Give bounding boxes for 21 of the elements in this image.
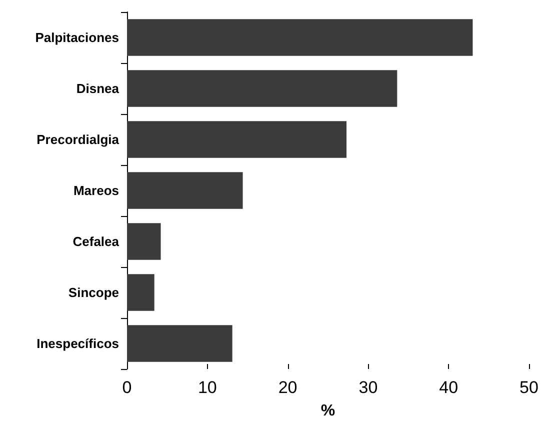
y-tick-label: Disnea <box>76 81 120 96</box>
y-tick-label: Sincope <box>68 285 119 300</box>
x-tick-label: 20 <box>278 378 298 397</box>
bar <box>127 121 346 158</box>
bar <box>127 274 154 311</box>
y-tick-label: Precordialgia <box>36 132 120 147</box>
bar <box>127 223 161 260</box>
y-tick-label: Mareos <box>73 183 119 198</box>
x-axis-title: % <box>320 402 336 420</box>
bar <box>127 172 243 209</box>
x-tick-label: 0 <box>122 378 132 397</box>
y-tick-label: Palpitaciones <box>35 30 119 45</box>
x-tick-label: 40 <box>439 378 458 397</box>
y-tick-label: Cefalea <box>72 234 120 249</box>
x-tick-label: 10 <box>198 378 217 397</box>
x-tick-label: 50 <box>520 378 538 397</box>
y-tick-label: Inespecíficos <box>36 336 119 351</box>
bar <box>127 19 473 56</box>
bar <box>127 325 232 362</box>
x-tick-label: 30 <box>358 378 378 397</box>
bar <box>127 70 398 107</box>
